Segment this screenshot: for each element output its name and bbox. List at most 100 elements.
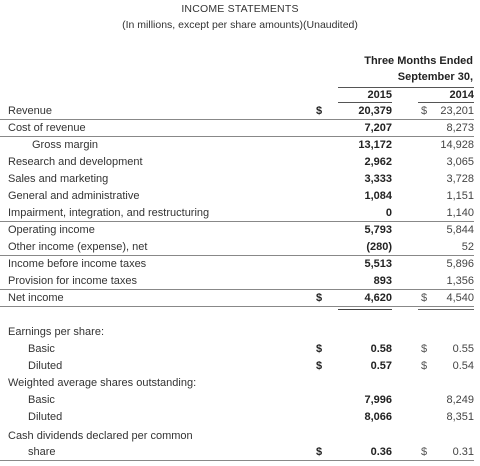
period-header-line2: September 30, bbox=[397, 71, 473, 83]
row-label: Provision for income taxes bbox=[8, 275, 137, 287]
value-2015: 5,793 bbox=[364, 224, 392, 236]
row-label: Diluted bbox=[28, 360, 63, 372]
value-2015: 3,333 bbox=[364, 173, 392, 185]
row-label: Revenue bbox=[8, 105, 53, 117]
currency-symbol: $ bbox=[421, 446, 428, 458]
value-2014: 5,844 bbox=[446, 224, 474, 236]
table-row-impairment: Impairment, integration, and restructuri… bbox=[0, 205, 480, 222]
value-2015: 20,379 bbox=[358, 105, 392, 117]
value-2014: 52 bbox=[461, 241, 474, 253]
value-2015: 1,084 bbox=[364, 190, 392, 202]
value-2015: 0.57 bbox=[370, 360, 392, 372]
value-2015: 8,066 bbox=[364, 411, 392, 423]
row-label: Sales and marketing bbox=[8, 173, 109, 185]
value-2015: 0 bbox=[385, 207, 392, 219]
value-2015: 13,172 bbox=[358, 139, 392, 151]
currency-symbol: $ bbox=[421, 360, 428, 372]
row-label: Income before income taxes bbox=[8, 258, 147, 270]
row-label: Net income bbox=[8, 292, 64, 304]
row-label: Weighted average shares outstanding: bbox=[8, 377, 197, 389]
table-row-other-income: Other income (expense), net (280) 52 bbox=[0, 239, 480, 256]
year-current-header: 2015 bbox=[367, 89, 392, 101]
value-2014: 1,140 bbox=[446, 207, 474, 219]
row-divider bbox=[0, 136, 474, 137]
row-label: Impairment, integration, and restructuri… bbox=[8, 207, 210, 219]
currency-symbol: $ bbox=[316, 360, 323, 372]
row-label: Other income (expense), net bbox=[8, 241, 148, 253]
table-row-research-development: Research and development 2,962 3,065 bbox=[0, 154, 480, 171]
table-row-eps-heading: Earnings per share: bbox=[0, 324, 480, 341]
table-row-eps-diluted: Diluted $ 0.57 $ 0.54 bbox=[0, 358, 480, 375]
value-2014: 8,351 bbox=[446, 411, 474, 423]
table-row-sales-marketing: Sales and marketing 3,333 3,728 bbox=[0, 171, 480, 188]
table-row-eps-basic: Basic $ 0.58 $ 0.55 bbox=[0, 341, 480, 358]
value-2015: 893 bbox=[373, 275, 392, 287]
table-row-cost-of-revenue: Cost of revenue 7,207 8,273 bbox=[0, 120, 480, 137]
value-2015: 4,620 bbox=[364, 292, 392, 304]
value-2014: 0.31 bbox=[452, 446, 474, 458]
table-row-shares-heading: Weighted average shares outstanding: bbox=[0, 375, 480, 392]
currency-symbol: $ bbox=[316, 446, 323, 458]
value-2015: (280) bbox=[366, 241, 392, 253]
period-header-line1: Three Months Ended bbox=[364, 55, 473, 67]
value-2015: 5,513 bbox=[364, 258, 392, 270]
value-2014: 0.54 bbox=[452, 360, 474, 372]
value-2014: 1,151 bbox=[446, 190, 474, 202]
value-2015: 2,962 bbox=[364, 156, 392, 168]
currency-symbol: $ bbox=[316, 292, 323, 304]
currency-symbol: $ bbox=[421, 105, 428, 117]
value-2014: 0.55 bbox=[452, 343, 474, 355]
value-2015: 7,207 bbox=[364, 122, 392, 134]
row-divider bbox=[0, 460, 474, 461]
row-label: Cost of revenue bbox=[8, 122, 86, 134]
row-label: Earnings per share: bbox=[8, 326, 104, 338]
double-underline bbox=[338, 309, 392, 310]
table-row-general-administrative: General and administrative 1,084 1,151 bbox=[0, 188, 480, 205]
row-label: Cash dividends declared per common bbox=[8, 430, 193, 442]
year-prior-header: 2014 bbox=[449, 89, 474, 101]
table-row-net-income: Net income $ 4,620 $ 4,540 bbox=[0, 290, 480, 310]
row-label: Diluted bbox=[28, 411, 63, 423]
row-divider bbox=[0, 119, 474, 120]
currency-symbol: $ bbox=[421, 343, 428, 355]
row-divider bbox=[0, 306, 474, 307]
value-2014: 5,896 bbox=[446, 258, 474, 270]
row-divider bbox=[0, 255, 474, 256]
table-row-income-before-taxes: Income before income taxes 5,513 5,896 bbox=[0, 256, 480, 273]
table-row-shares-diluted: Diluted 8,066 8,351 bbox=[0, 409, 480, 426]
year-prior-underline bbox=[418, 102, 474, 103]
statement-title: INCOME STATEMENTS bbox=[181, 3, 299, 15]
row-divider bbox=[0, 289, 474, 290]
row-label: Basic bbox=[28, 343, 55, 355]
currency-symbol: $ bbox=[316, 343, 323, 355]
row-label: share bbox=[28, 446, 56, 458]
row-label: Operating income bbox=[8, 224, 95, 236]
value-2014: 3,065 bbox=[446, 156, 474, 168]
value-2014: 8,273 bbox=[446, 122, 474, 134]
value-2014: 14,928 bbox=[440, 139, 474, 151]
table-row-operating-income: Operating income 5,793 5,844 bbox=[0, 222, 480, 239]
statement-subtitle: (In millions, except per share amounts)(… bbox=[122, 19, 358, 31]
value-2014: 4,540 bbox=[446, 292, 474, 304]
header-divider bbox=[338, 87, 474, 88]
table-row-shares-basic: Basic 7,996 8,249 bbox=[0, 392, 480, 409]
table-row-dividends-heading: Cash dividends declared per common bbox=[0, 428, 480, 445]
table-row-dividends-share: share $ 0.36 $ 0.31 bbox=[0, 444, 480, 461]
row-label: Gross margin bbox=[32, 139, 99, 151]
value-2015: 0.58 bbox=[370, 343, 392, 355]
row-label: General and administrative bbox=[8, 190, 140, 202]
currency-symbol: $ bbox=[316, 105, 323, 117]
value-2014: 3,728 bbox=[446, 173, 474, 185]
value-2015: 0.36 bbox=[370, 446, 392, 458]
row-label: Research and development bbox=[8, 156, 143, 168]
double-underline bbox=[418, 309, 474, 310]
value-2015: 7,996 bbox=[364, 394, 392, 406]
value-2014: 8,249 bbox=[446, 394, 474, 406]
value-2014: 23,201 bbox=[440, 105, 474, 117]
row-label: Basic bbox=[28, 394, 55, 406]
year-current-underline bbox=[338, 102, 392, 103]
row-divider bbox=[0, 221, 474, 222]
table-row-gross-margin: Gross margin 13,172 14,928 bbox=[0, 137, 480, 154]
table-row-provision-taxes: Provision for income taxes 893 1,356 bbox=[0, 273, 480, 290]
value-2014: 1,356 bbox=[446, 275, 474, 287]
